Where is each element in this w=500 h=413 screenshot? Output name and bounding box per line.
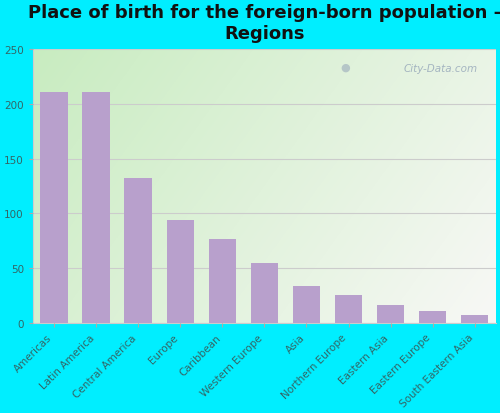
Text: ●: ● (340, 62, 350, 72)
Bar (166, 221, 194, 323)
Bar (377, 306, 404, 323)
Text: City-Data.com: City-Data.com (403, 64, 477, 74)
Bar (250, 263, 278, 323)
Bar (124, 179, 152, 323)
Bar (461, 316, 488, 323)
Bar (293, 286, 320, 323)
Bar (82, 93, 110, 323)
Bar (419, 311, 446, 323)
Title: Place of birth for the foreign-born population -
Regions: Place of birth for the foreign-born popu… (28, 4, 500, 43)
Bar (208, 239, 236, 323)
Bar (40, 93, 68, 323)
Bar (335, 295, 362, 323)
